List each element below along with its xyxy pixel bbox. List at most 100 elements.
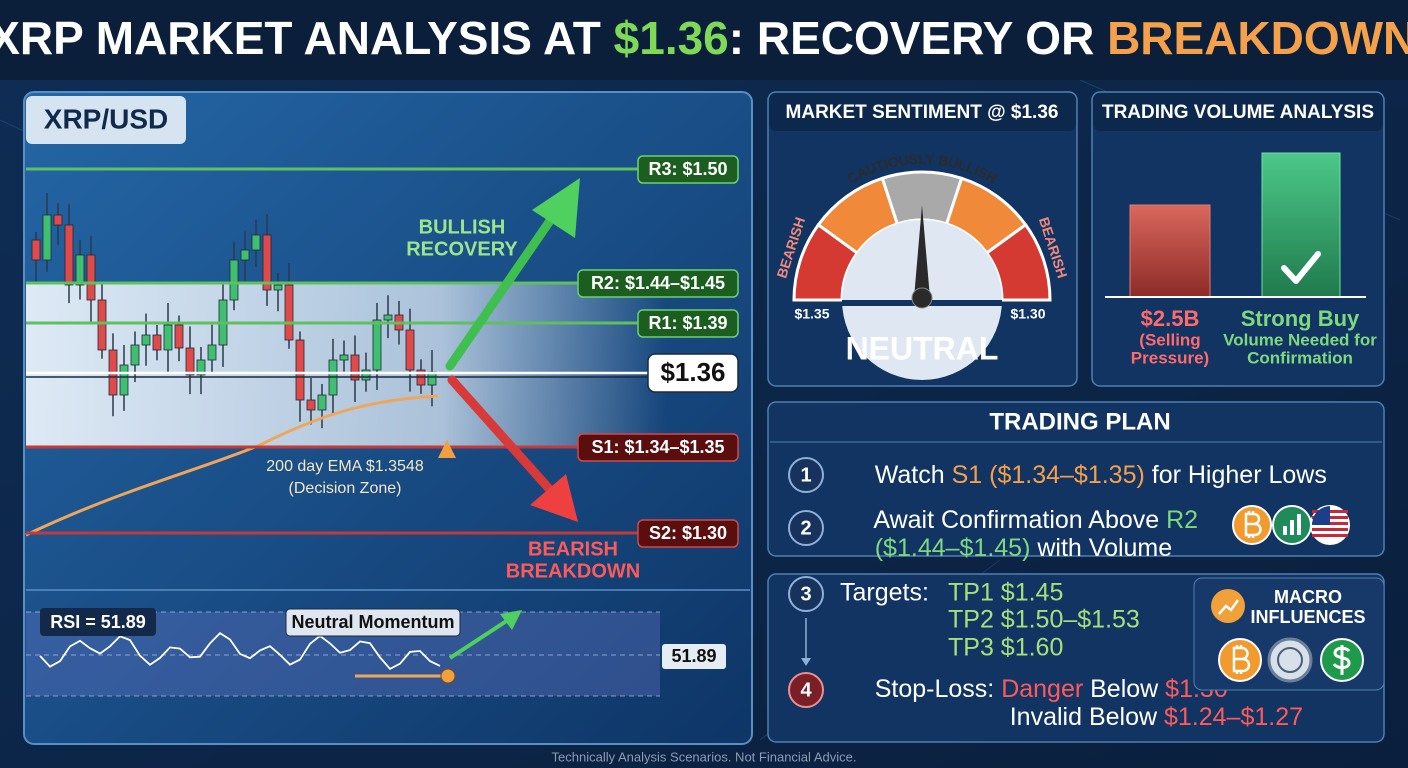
ema-label: 200 day EMA $1.3548 xyxy=(266,458,424,475)
step-badge xyxy=(788,510,824,546)
gauge-hub xyxy=(911,287,933,309)
step-text: Watch xyxy=(875,461,952,489)
sell-volume: $2.5B xyxy=(1141,306,1200,331)
candle-body xyxy=(152,334,162,351)
title-price: $1.36 xyxy=(614,12,729,64)
step-text: Below xyxy=(1083,675,1165,703)
check-icon xyxy=(1281,251,1321,284)
step-text: ($1.44–$1.45) with Volume xyxy=(840,534,1193,562)
step-text: Invalid Below xyxy=(1010,703,1164,731)
candle-body xyxy=(130,344,140,366)
sell-note: Pressure) xyxy=(1131,348,1209,367)
rsi-arrow-head xyxy=(500,610,522,630)
candle-body xyxy=(295,339,305,401)
rsi-value: 51.89 xyxy=(671,646,716,666)
s1-label: S1: $1.34–$1.35 xyxy=(591,437,724,457)
rsi-arrow xyxy=(448,618,510,660)
pair-badge xyxy=(26,96,186,144)
candle-body xyxy=(350,354,360,381)
title-part: XRP MARKET ANALYSIS AT xyxy=(0,12,614,64)
market-icons xyxy=(1297,514,1301,535)
macro-icons xyxy=(1267,637,1313,683)
r2-label: R2: $1.44–$1.45 xyxy=(591,273,725,293)
volume-title: TRADING VOLUME ANALYSIS xyxy=(1102,102,1374,123)
macro-icons xyxy=(1232,645,1251,674)
candle-body xyxy=(306,399,316,411)
candle-body xyxy=(339,354,349,361)
rsi-dot xyxy=(440,668,456,684)
step-badge xyxy=(788,576,824,612)
candle-body xyxy=(86,254,96,301)
s1-badge xyxy=(577,433,739,462)
market-icons xyxy=(1283,526,1287,535)
step-text: Invalid Below $1.24–$1.27 xyxy=(975,703,1324,731)
step-badge xyxy=(788,672,824,708)
s2-badge xyxy=(637,519,739,548)
candle-body xyxy=(75,254,85,286)
candle-body xyxy=(42,214,52,261)
candle-body xyxy=(31,239,41,261)
ema-label: (Decision Zone) xyxy=(289,480,402,497)
rsi-badge xyxy=(40,608,156,636)
candle-body xyxy=(53,214,63,226)
target: TP2 $1.50–$1.53 xyxy=(948,606,1140,634)
candle-body xyxy=(64,224,74,286)
buy-note: Confirmation xyxy=(1247,348,1353,367)
candle-body xyxy=(185,347,195,376)
candle-body xyxy=(141,334,151,346)
step-highlight: $1.24–$1.27 xyxy=(1164,703,1303,731)
step-number: 4 xyxy=(800,679,812,701)
macro-icon-chart xyxy=(1218,599,1240,615)
bullish-arrow-head xyxy=(532,178,580,238)
step-number: 3 xyxy=(800,583,811,605)
current-badge xyxy=(647,353,739,393)
gauge-needle xyxy=(914,205,930,298)
candle-body xyxy=(174,324,184,349)
candle-body xyxy=(317,394,327,411)
candle-body xyxy=(240,249,250,261)
title-part: : RECOVERY OR xyxy=(729,12,1107,64)
bearish-arrow xyxy=(447,375,557,497)
candle-body xyxy=(196,359,206,376)
plan-title: TRADING PLAN xyxy=(989,408,1170,435)
step-highlight: R2 xyxy=(1166,506,1198,534)
bearish-label: BREAKDOWN xyxy=(506,560,640,582)
gauge xyxy=(792,170,1052,302)
step-number: 1 xyxy=(800,464,811,486)
candle-body xyxy=(383,314,393,321)
step-text: Await Confirmation Above R2 xyxy=(840,506,1219,534)
bullish-arrow xyxy=(445,207,561,371)
title-breakdown: BREAKDOWN? xyxy=(1107,12,1408,64)
volume-header xyxy=(1093,93,1383,131)
market-icons xyxy=(1312,534,1348,537)
bullish-label: RECOVERY xyxy=(406,238,518,260)
momentum-label: Neutral Momentum xyxy=(291,612,454,632)
step-text: Await Confirmation Above xyxy=(873,506,1166,534)
r1-label: R1: $1.39 xyxy=(648,313,727,333)
rsi-line xyxy=(39,632,441,671)
ema-marker xyxy=(438,440,456,458)
candle-body xyxy=(251,234,261,251)
candle-body xyxy=(119,364,129,396)
step-text: with Volume xyxy=(1030,534,1172,562)
market-icons xyxy=(1312,528,1348,531)
step-number: 2 xyxy=(800,517,811,539)
step-text: for Higher Lows xyxy=(1145,461,1327,489)
plan-panel xyxy=(767,401,1385,557)
step-label: Targets: xyxy=(840,579,929,607)
r3-label: R3: $1.50 xyxy=(648,159,727,179)
macro-icons xyxy=(1218,637,1364,683)
buy-note: Volume Needed for xyxy=(1223,330,1377,349)
market-icons xyxy=(1290,520,1294,535)
footer: Technically Analysis Scenarios. Not Fina… xyxy=(552,749,857,764)
momentum-badge xyxy=(285,608,461,637)
bearish-label: BEARISH xyxy=(528,538,618,560)
bullish-label: BULLISH xyxy=(419,216,506,238)
candle-body xyxy=(361,369,371,381)
current-label: $1.36 xyxy=(660,357,725,387)
step-highlight: Danger xyxy=(1001,675,1083,703)
s2-label: S2: $1.30 xyxy=(649,523,727,543)
ema-line xyxy=(25,394,439,537)
r3-badge xyxy=(637,155,739,184)
